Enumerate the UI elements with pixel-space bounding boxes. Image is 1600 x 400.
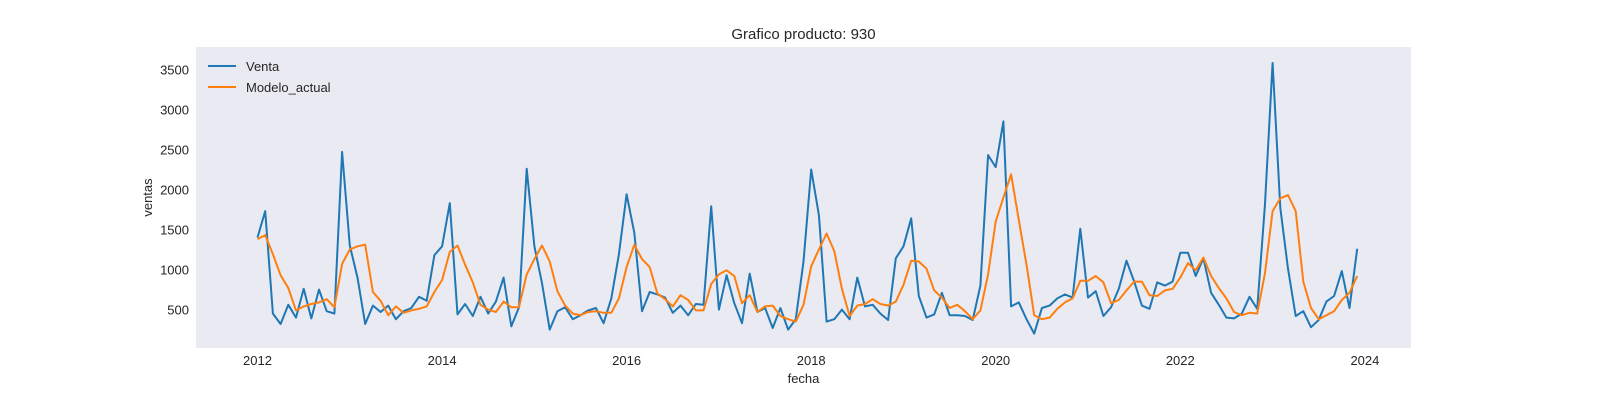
legend-label-venta: Venta <box>246 59 280 74</box>
x-tick-label: 2012 <box>243 353 272 368</box>
x-tick-label: 2016 <box>612 353 641 368</box>
x-axis: 2012 2014 2016 2018 2020 2022 2024 <box>243 353 1379 368</box>
x-tick-label: 2022 <box>1166 353 1195 368</box>
x-tick-label: 2020 <box>981 353 1010 368</box>
x-tick-label: 2018 <box>797 353 826 368</box>
legend-label-modelo-actual: Modelo_actual <box>246 80 331 95</box>
series-line-venta <box>256 62 1359 335</box>
y-tick-label: 2500 <box>160 143 189 158</box>
series-line-modelo-actual <box>257 173 1359 323</box>
x-tick-label: 2014 <box>428 353 457 368</box>
legend: Venta Modelo_actual <box>208 59 331 95</box>
plot-background <box>196 47 1411 348</box>
y-tick-label: 1500 <box>160 223 189 238</box>
y-tick-label: 3500 <box>160 62 189 77</box>
y-tick-label: 2000 <box>160 183 189 198</box>
x-tick-label: 2024 <box>1350 353 1379 368</box>
y-tick-label: 500 <box>167 303 189 318</box>
chart-title: Grafico producto: 930 <box>731 26 875 43</box>
x-axis-label: fecha <box>788 371 821 386</box>
y-axis-label: ventas <box>140 178 155 217</box>
y-axis: 500 1000 1500 2000 2500 3000 3500 <box>160 62 189 317</box>
y-tick-label: 3000 <box>160 102 189 117</box>
y-tick-label: 1000 <box>160 263 189 278</box>
series-layer <box>256 62 1359 335</box>
